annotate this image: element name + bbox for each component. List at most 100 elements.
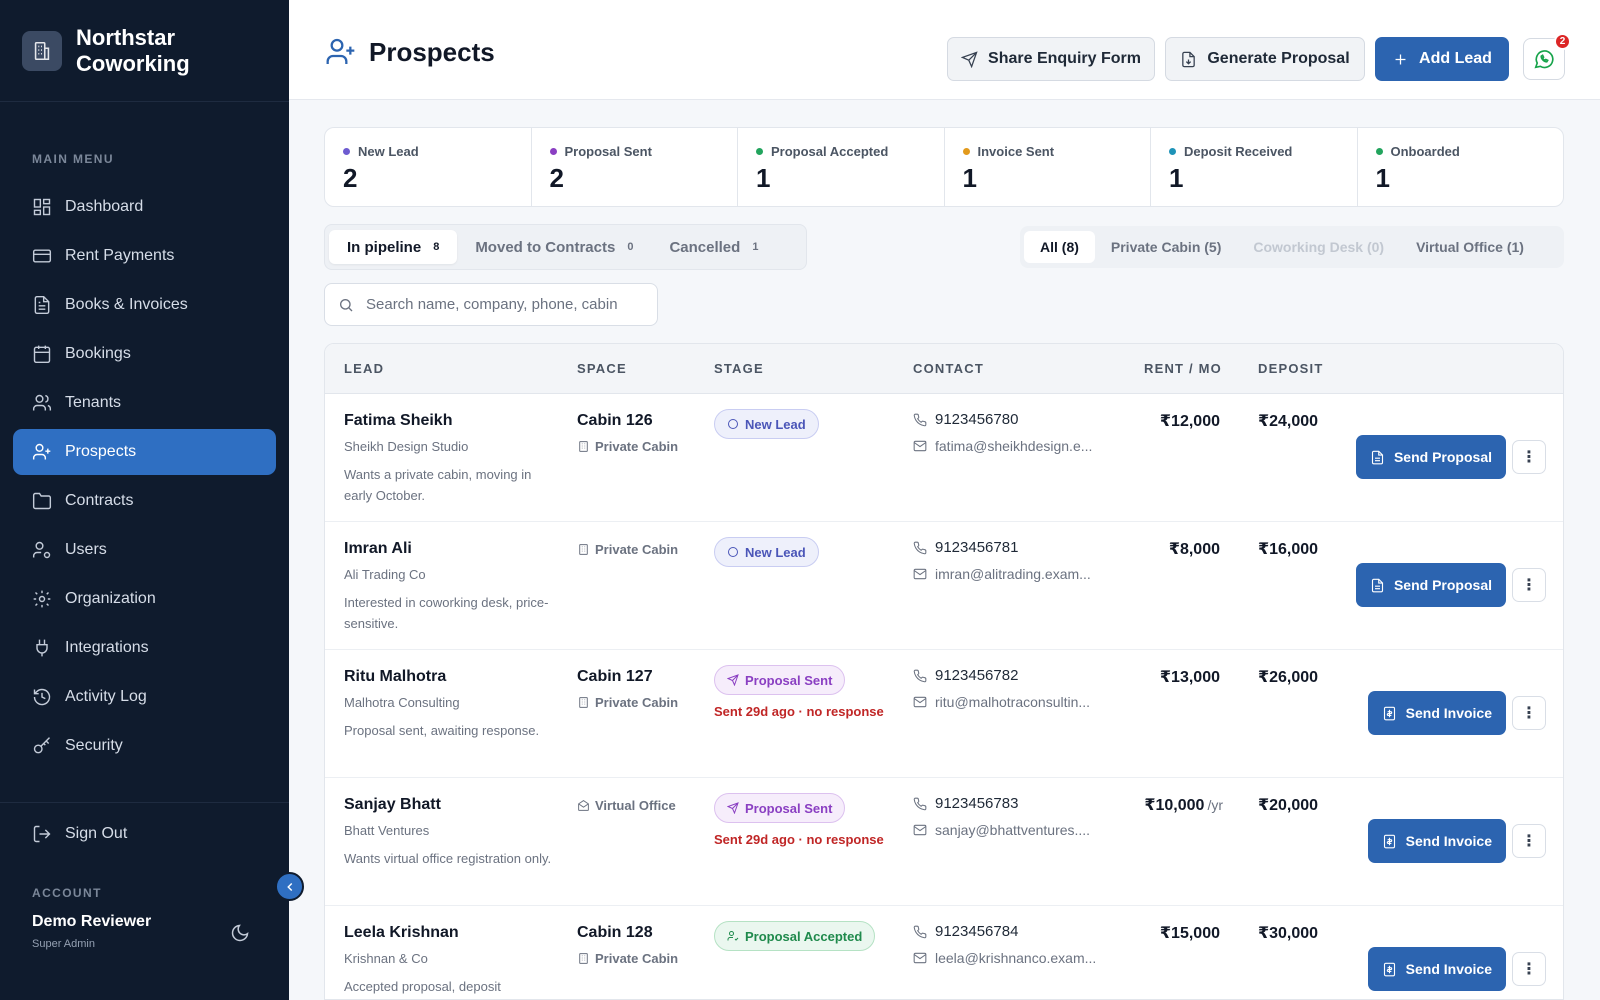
more-options-button[interactable]: ⋮ — [1512, 824, 1546, 858]
mail-icon — [913, 440, 927, 452]
phone-number[interactable]: 9123456784 — [935, 923, 1019, 940]
lead-name[interactable]: Sanjay Bhatt — [344, 796, 441, 813]
action-label: Send Invoice — [1405, 961, 1492, 977]
stat-onboarded[interactable]: Onboarded 1 — [1358, 128, 1564, 206]
stat-invoice-sent[interactable]: Invoice Sent 1 — [945, 128, 1151, 206]
sidebar-item-tenants[interactable]: Tenants — [13, 380, 276, 426]
sidebar-item-organization[interactable]: Organization — [13, 576, 276, 622]
table-row[interactable]: Sanjay Bhatt Bhatt Ventures Wants virtua… — [325, 778, 1563, 906]
phone-icon — [913, 413, 927, 426]
table-row[interactable]: Leela Krishnan Krishnan & Co Accepted pr… — [325, 906, 1563, 999]
table-row[interactable]: Fatima Sheikh Sheikh Design Studio Wants… — [325, 394, 1563, 522]
sidebar-item-label: Contracts — [65, 492, 134, 509]
sidebar-item-security[interactable]: Security — [13, 723, 276, 769]
stat-proposal-accepted[interactable]: Proposal Accepted 1 — [738, 128, 945, 206]
sidebar-item-activity-log[interactable]: Activity Log — [13, 674, 276, 720]
email-address[interactable]: imran@alitrading.exam... — [935, 566, 1091, 582]
stat-label: Invoice Sent — [962, 144, 1151, 159]
sign-out-button[interactable]: Sign Out — [13, 811, 276, 860]
dashboard-icon — [33, 198, 51, 216]
sign-out-label: Sign Out — [65, 825, 128, 842]
rent-value: ₹10,000 — [1144, 797, 1205, 814]
sidebar-item-prospects[interactable]: Prospects — [13, 429, 276, 475]
add-lead-label: Add Lead — [1419, 50, 1492, 67]
sidebar-item-label: Bookings — [65, 345, 131, 362]
stage-badge: Proposal Sent — [714, 793, 846, 823]
status-dot — [962, 148, 970, 155]
add-lead-button[interactable]: Add Lead — [1375, 37, 1509, 81]
sidebar-item-bookings[interactable]: Bookings — [13, 331, 276, 377]
contact-phone: 9123456780 — [913, 411, 1018, 428]
space-type: Private Cabin — [577, 695, 678, 710]
lead-name[interactable]: Leela Krishnan — [344, 924, 459, 941]
send-invoice-button[interactable]: Send Invoice — [1367, 691, 1506, 735]
users-icon — [32, 394, 52, 411]
column-header-deposit: DEPOSIT — [1258, 361, 1324, 376]
phone-number[interactable]: 9123456783 — [935, 795, 1019, 812]
lead-note: Wants a private cabin, moving in early O… — [344, 467, 532, 503]
email-address[interactable]: ritu@malhotraconsultin... — [935, 694, 1091, 710]
table-row[interactable]: Ritu Malhotra Malhotra Consulting Propos… — [325, 650, 1563, 778]
stat-value: 2 — [343, 163, 358, 193]
cabin-label: Cabin 126 — [577, 412, 653, 429]
sidebar-item-rent-payments[interactable]: Rent Payments — [13, 233, 276, 279]
more-options-button[interactable]: ⋮ — [1512, 568, 1546, 602]
stage-label: Proposal Sent — [745, 672, 833, 688]
sign-out-item[interactable]: Sign Out — [13, 811, 276, 857]
tab-cancelled[interactable]: Cancelled 1 — [651, 230, 776, 264]
filter-all[interactable]: All (8) — [1024, 231, 1095, 263]
deposit-amount: ₹26,000 — [1258, 669, 1319, 686]
tab-moved-to-contracts[interactable]: Moved to Contracts 0 — [457, 230, 651, 264]
more-options-button[interactable]: ⋮ — [1512, 952, 1546, 986]
phone-number[interactable]: 9123456780 — [935, 411, 1019, 428]
account-heading: ACCOUNT — [32, 886, 102, 900]
phone-number[interactable]: 9123456781 — [935, 539, 1019, 556]
more-options-button[interactable]: ⋮ — [1512, 696, 1546, 730]
collapse-sidebar-button[interactable] — [275, 872, 304, 901]
sidebar-item-books-invoices[interactable]: Books & Invoices — [13, 282, 276, 328]
lead-note: Accepted proposal, deposit — [344, 979, 501, 994]
filter-virtual-office[interactable]: Virtual Office (1) — [1416, 239, 1524, 255]
lead-name[interactable]: Fatima Sheikh — [344, 412, 453, 429]
folder-icon — [32, 492, 52, 510]
sidebar-item-contracts[interactable]: Contracts — [13, 478, 276, 524]
sidebar-item-integrations[interactable]: Integrations — [13, 625, 276, 671]
pipeline-tabs: In pipeline 8 Moved to Contracts 0 Cancell… — [324, 224, 807, 270]
lead-name[interactable]: Imran Ali — [344, 540, 412, 557]
tab-label: Cancelled — [669, 238, 741, 256]
moon-icon[interactable] — [230, 923, 250, 943]
sidebar-item-label: Organization — [65, 590, 156, 607]
search-input[interactable] — [366, 296, 646, 313]
cabin-label: Cabin 128 — [577, 924, 653, 941]
share-enquiry-form-button[interactable]: Share Enquiry Form — [947, 37, 1155, 81]
sidebar-item-users[interactable]: Users — [13, 527, 276, 573]
send-invoice-button[interactable]: Send Invoice — [1367, 819, 1506, 863]
email-address[interactable]: fatima@sheikhdesign.e... — [935, 438, 1093, 454]
send-icon — [727, 674, 739, 686]
send-invoice-button[interactable]: Send Invoice — [1367, 947, 1506, 991]
email-address[interactable]: sanjay@bhattventures.... — [935, 822, 1091, 838]
lead-note: Proposal sent, awaiting response. — [344, 723, 540, 738]
send-proposal-button[interactable]: Send Proposal — [1355, 563, 1506, 607]
more-options-button[interactable]: ⋮ — [1512, 440, 1546, 474]
kebab-icon: ⋮ — [1521, 705, 1537, 722]
generate-proposal-button[interactable]: Generate Proposal — [1165, 37, 1365, 81]
stat-deposit-received[interactable]: Deposit Received 1 — [1151, 128, 1358, 206]
sign-out-icon — [33, 825, 51, 843]
circle-icon — [728, 547, 738, 557]
stat-proposal-sent[interactable]: Proposal Sent 2 — [532, 128, 738, 206]
stat-new-lead[interactable]: New Lead 2 — [325, 128, 532, 206]
email-address[interactable]: leela@krishnanco.exam... — [935, 950, 1097, 966]
sidebar-item-dashboard[interactable]: Dashboard — [13, 184, 276, 230]
lead-name[interactable]: Ritu Malhotra — [344, 668, 447, 685]
stat-label: Deposit Received — [1169, 144, 1357, 159]
status-dot — [549, 148, 557, 155]
building-icon — [579, 441, 588, 452]
filter-private-cabin[interactable]: Private Cabin (5) — [1110, 239, 1222, 255]
stat-label-text: Onboarded — [1390, 144, 1460, 159]
contact-email: ritu@malhotraconsultin... — [913, 694, 1090, 710]
tab-in-pipeline[interactable]: In pipeline 8 — [329, 230, 458, 264]
phone-number[interactable]: 9123456782 — [935, 667, 1019, 684]
table-row[interactable]: Imran Ali Ali Trading Co Interested in c… — [325, 522, 1563, 650]
send-proposal-button[interactable]: Send Proposal — [1355, 435, 1506, 479]
